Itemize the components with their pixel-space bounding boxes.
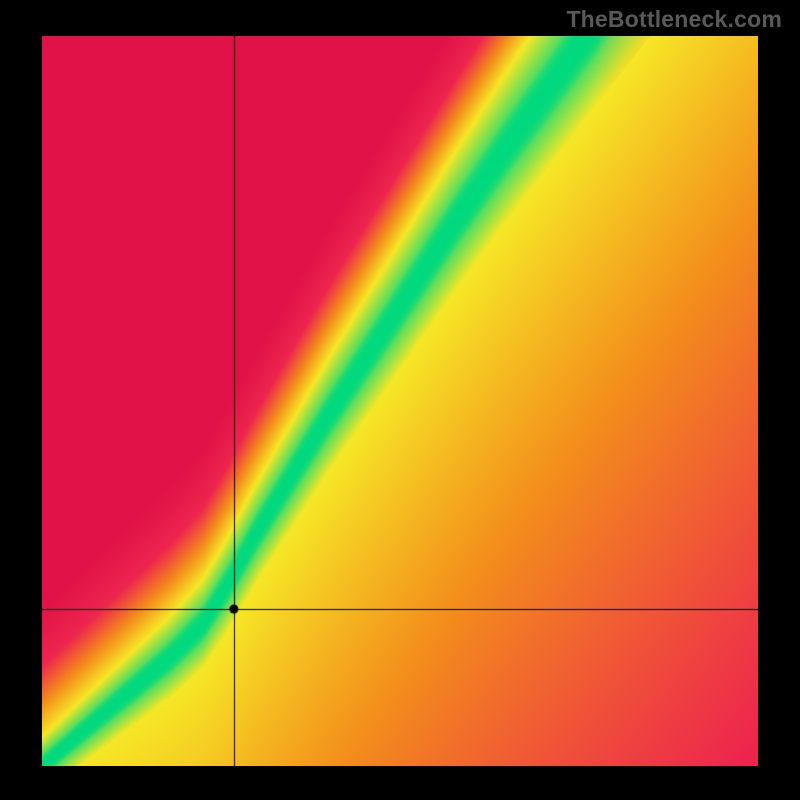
figure-frame: TheBottleneck.com (0, 0, 800, 800)
crosshair-overlay-canvas (42, 36, 758, 766)
watermark-text: TheBottleneck.com (566, 6, 782, 33)
